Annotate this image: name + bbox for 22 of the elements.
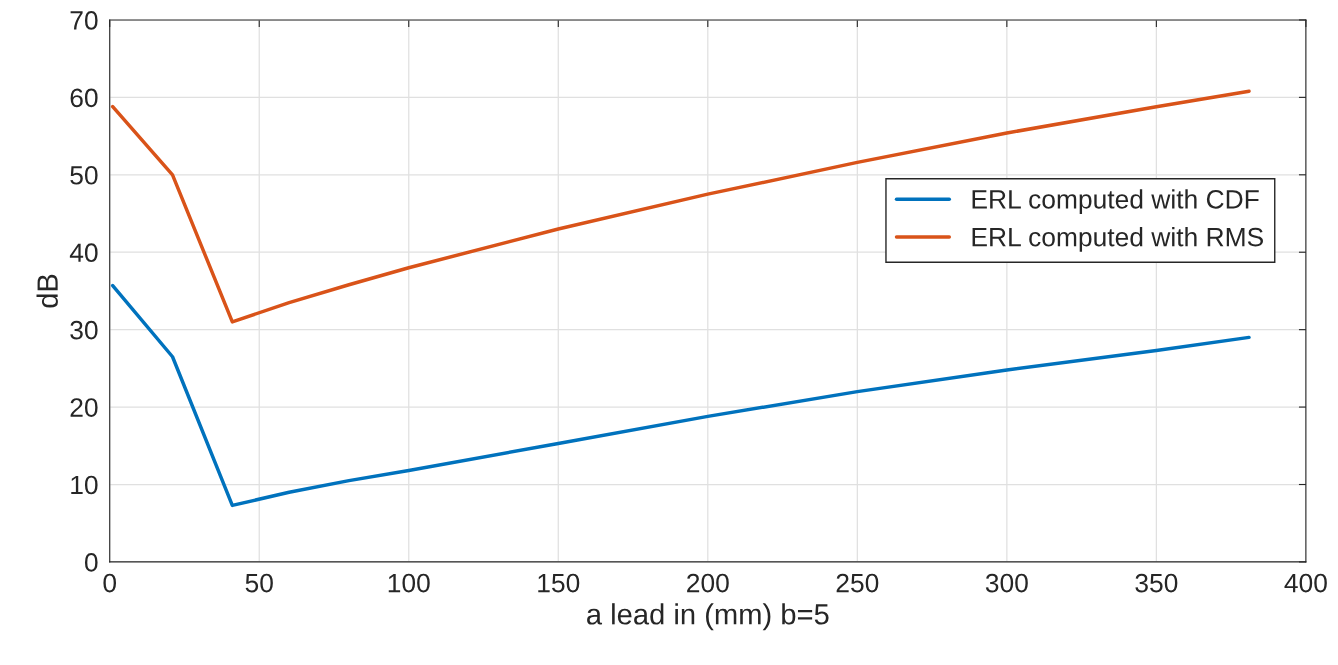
y-tick-label: 30	[70, 320, 98, 340]
y-tick-label: 10	[71, 475, 98, 495]
legend-label: ERL computed with RMS	[972, 227, 1263, 252]
x-tick-label: 400	[1284, 573, 1327, 593]
x-tick-label: 100	[388, 573, 430, 593]
x-axis-title: a lead in (mm) b=5	[587, 603, 829, 631]
x-tick-label: 300	[985, 573, 1028, 593]
y-tick-label: 70	[70, 11, 98, 30]
line-series	[110, 283, 1251, 508]
y-tick-label: 60	[70, 88, 98, 108]
x-tick-label: 350	[1135, 573, 1178, 593]
y-tick-label: 50	[70, 165, 98, 185]
y-tick-label: 40	[69, 243, 98, 263]
legend-label: ERL computed with CDF	[972, 189, 1259, 214]
x-tick-label: 0	[103, 573, 117, 593]
x-tick-label: 250	[836, 573, 879, 593]
x-tick-label: 50	[245, 573, 273, 593]
y-tick-label: 0	[84, 553, 98, 572]
y-tick-label: 20	[70, 398, 98, 417]
x-tick-label: 200	[687, 573, 729, 593]
x-tick-label: 150	[538, 573, 580, 593]
y-axis-title: dB	[36, 274, 58, 308]
